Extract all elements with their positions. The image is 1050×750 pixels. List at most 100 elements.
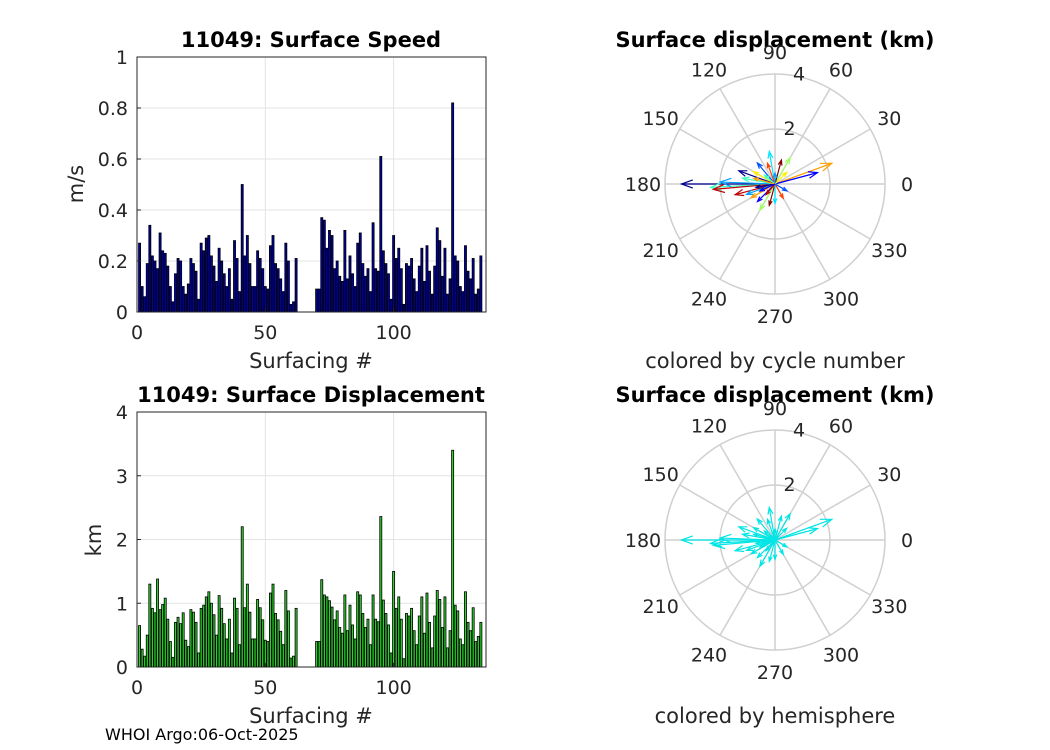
polar-hemisphere-vector-head [752, 533, 759, 538]
polar-hemisphere-vector [754, 539, 776, 545]
displacement-bar [371, 594, 375, 668]
displacement-bar [328, 600, 331, 668]
displacement-bar [261, 619, 265, 668]
polar-cycle-vector-shaft [774, 171, 788, 185]
displacement-bar [389, 652, 393, 668]
displacement-bar [179, 623, 183, 668]
polar-cycle-angle-label: 30 [877, 108, 901, 130]
polar-hemisphere-vector-shaft [774, 527, 788, 541]
polar-cycle-vector [759, 183, 776, 212]
polar-cycle-vector-head [768, 200, 773, 207]
displacement-bar [192, 611, 195, 668]
polar-hemisphere-angle-label: 330 [871, 596, 907, 618]
speed-bar [369, 291, 372, 313]
speed-bar [235, 258, 239, 313]
polar-hemisphere-vector-head [772, 554, 778, 561]
displacement-bar [405, 613, 408, 668]
speed-bar [281, 291, 285, 313]
polar-cycle-spoke [774, 128, 871, 185]
displacement-bar [269, 592, 272, 668]
polar-cycle-vector-head [711, 183, 726, 194]
polar-hemisphere-vector-shaft [720, 537, 776, 541]
displacement-bar [279, 630, 283, 668]
displacement-bar [348, 604, 352, 668]
displacement-bar [384, 613, 388, 668]
speed-bar [158, 232, 162, 313]
displacement-bar [471, 607, 475, 668]
polar-cycle-vector-head [767, 149, 774, 159]
speed-bar [394, 258, 398, 313]
polar-hemisphere-spoke [719, 444, 776, 541]
speed-bar [248, 263, 252, 313]
polar-cycle-vector-shaft [766, 163, 776, 185]
speed-bar [145, 263, 149, 313]
polar-cycle-angle-label: 300 [823, 288, 859, 310]
polar-cycle-vector-shaft [774, 172, 818, 185]
polar-hemisphere-vector-head [733, 544, 745, 553]
speed-bar [258, 258, 262, 313]
polar-hemisphere-radial-label: 4 [793, 420, 805, 442]
polar-hemisphere-vector-head [737, 526, 748, 533]
speed-bar [217, 247, 221, 313]
displacement-bar [464, 591, 467, 668]
polar-cycle-vector-head [744, 189, 754, 195]
polar-hemisphere-vector-head [766, 517, 772, 525]
speed-bar [456, 260, 460, 313]
speed-bar [399, 268, 403, 313]
polar-hemisphere-vector [767, 505, 776, 541]
polar-cycle-vector-shaft [774, 159, 782, 185]
speed-bar [433, 265, 437, 313]
polar-hemisphere-vector [774, 527, 788, 541]
speed-ytick-label: 0 [116, 302, 128, 324]
speed-bar [325, 247, 329, 313]
polar-hemisphere-vector-head [768, 556, 773, 563]
polar-hemisphere-vector-shaft [768, 539, 776, 562]
displacement-bar [420, 596, 424, 668]
displacement-bar [412, 630, 416, 668]
displacement-bar [276, 619, 280, 668]
speed-bar [443, 247, 447, 313]
displacement-bar [248, 611, 252, 668]
speed-bar [422, 280, 426, 313]
displacement-bar [138, 625, 141, 668]
polar-cycle-vector-head [781, 186, 789, 192]
speed-bar [453, 255, 457, 313]
speed-bar [476, 288, 480, 313]
polar-cycle-angle-label: 270 [757, 306, 793, 328]
speed-bar [466, 270, 470, 313]
displacement-bar [425, 592, 429, 668]
polar-cycle-vector-shaft [765, 183, 776, 195]
polar-hemisphere-vector [774, 514, 783, 541]
speed-bar [366, 268, 370, 313]
polar-cycle-vector-head [781, 171, 788, 178]
displacement-bar [402, 658, 406, 668]
speed-bar [163, 252, 167, 313]
speed-bar [294, 258, 298, 313]
displacement-bar [271, 583, 275, 668]
speed-chart: 11049: Surface Speed 0 50 100 0 0.2 0.4 0.6 0.8… [64, 28, 487, 373]
displacement-bar [240, 526, 244, 668]
displacement-bar [330, 606, 334, 668]
displacement-bar [446, 647, 449, 668]
displacement-bar [366, 618, 370, 668]
displacement-bar [410, 607, 414, 668]
polar-cycle-vector-head [752, 177, 759, 182]
displacement-bar [440, 627, 444, 668]
polar-cycle-vector [766, 161, 776, 185]
displacement-bar [148, 583, 152, 668]
polar-cycle-vector [774, 162, 834, 185]
displacement-bar [461, 644, 465, 668]
displacement-bar [181, 612, 185, 668]
polar-cycle-vector-head [766, 161, 772, 169]
displacement-bar [379, 516, 383, 668]
speed-bar [192, 263, 195, 313]
polar-cycle-radial-label: 4 [793, 64, 805, 86]
speed-bar [405, 263, 408, 313]
speed-bar [230, 298, 234, 313]
speed-bar [389, 298, 393, 313]
polar-cycle-angle-label: 150 [643, 108, 679, 130]
speed-ytick-label: 0.4 [98, 200, 128, 222]
displacement-bar [238, 644, 242, 668]
speed-bar [202, 250, 206, 313]
speed-ytick-label: 0.2 [98, 251, 128, 273]
